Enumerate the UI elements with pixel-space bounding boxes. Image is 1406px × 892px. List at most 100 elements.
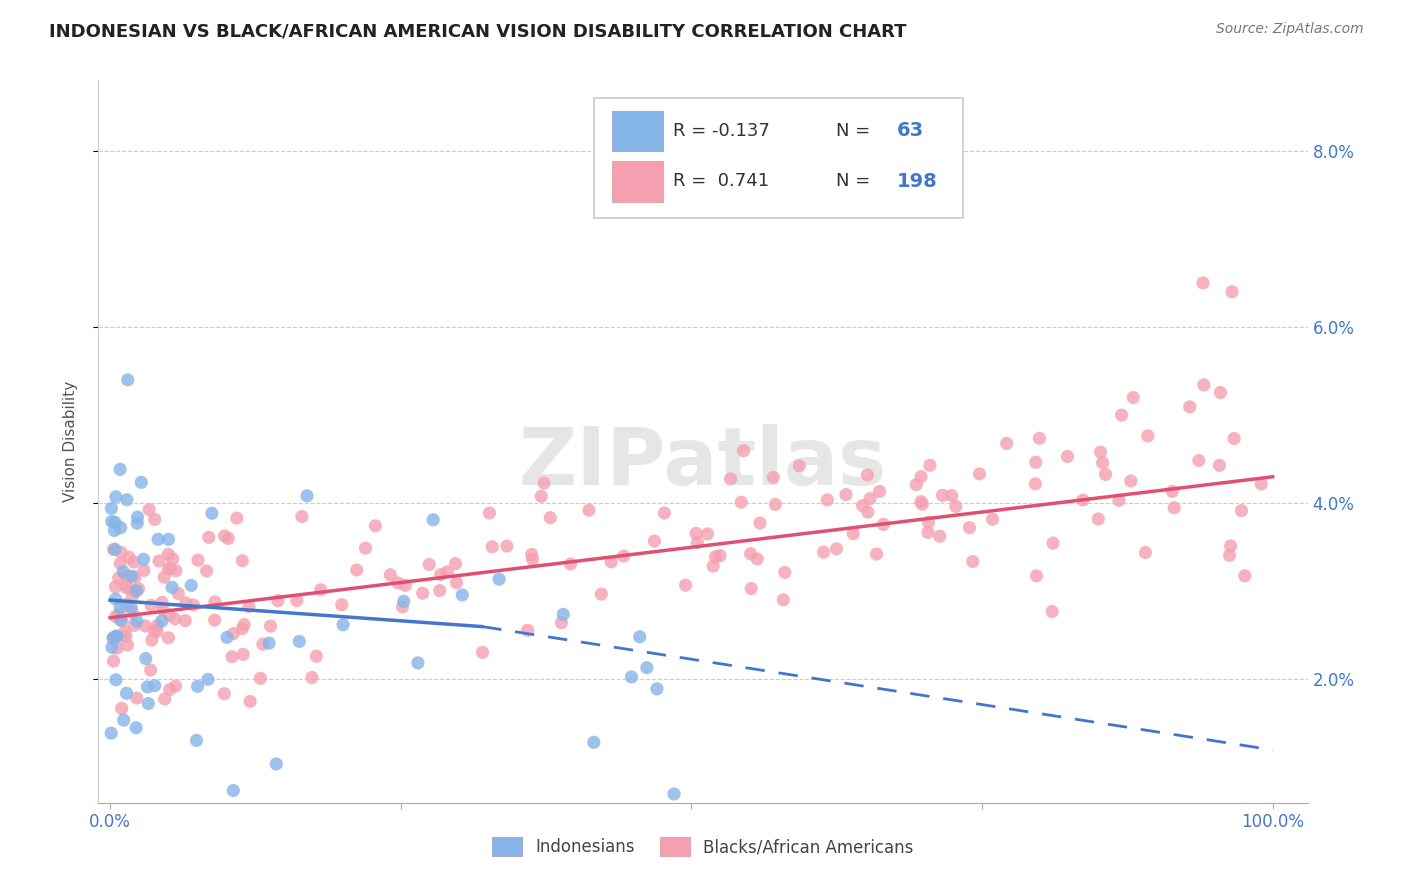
Point: [197, 673, 219, 687]
Point: [105, 630, 128, 644]
Point: [186, 733, 208, 747]
Point: [180, 578, 202, 592]
Point: [392, 594, 415, 608]
Point: [520, 548, 543, 562]
Point: [662, 787, 685, 801]
Point: [231, 554, 253, 568]
Point: [165, 679, 187, 693]
Point: [225, 511, 247, 525]
Point: [103, 542, 125, 557]
Point: [346, 563, 368, 577]
Text: ZIPatlas: ZIPatlas: [519, 425, 887, 502]
Point: [945, 500, 967, 514]
Point: [291, 509, 314, 524]
Point: [157, 547, 180, 561]
Point: [114, 580, 136, 594]
Point: [436, 565, 458, 579]
Point: [451, 588, 474, 602]
Point: [104, 542, 127, 557]
Point: [139, 599, 162, 613]
Point: [127, 582, 149, 596]
Point: [110, 521, 132, 535]
Point: [217, 532, 239, 546]
Point: [471, 645, 494, 659]
Point: [709, 549, 731, 563]
Point: [1136, 429, 1159, 443]
Point: [406, 656, 429, 670]
Point: [704, 549, 727, 564]
FancyBboxPatch shape: [613, 111, 664, 151]
Point: [522, 552, 544, 566]
Point: [267, 593, 290, 607]
Point: [134, 619, 156, 633]
Point: [645, 681, 668, 696]
Point: [101, 515, 124, 529]
Point: [146, 618, 169, 632]
Point: [931, 488, 953, 502]
Point: [1192, 377, 1215, 392]
Point: [101, 631, 124, 645]
Point: [446, 575, 468, 590]
Y-axis label: Vision Disability: Vision Disability: [63, 381, 77, 502]
Point: [582, 735, 605, 749]
Point: [478, 506, 501, 520]
Point: [157, 631, 180, 645]
Text: N =: N =: [837, 172, 876, 190]
Point: [198, 530, 221, 544]
Point: [103, 524, 125, 538]
Point: [1042, 536, 1064, 550]
Point: [138, 502, 160, 516]
Point: [141, 633, 163, 648]
Point: [911, 497, 934, 511]
Point: [136, 680, 159, 694]
Point: [865, 547, 887, 561]
Point: [553, 607, 575, 622]
Point: [772, 592, 794, 607]
Point: [146, 533, 169, 547]
Point: [1025, 455, 1047, 469]
Point: [110, 545, 132, 559]
Point: [928, 529, 950, 543]
Point: [135, 651, 157, 665]
Point: [165, 564, 187, 578]
Point: [1135, 545, 1157, 559]
Point: [496, 539, 519, 553]
Point: [600, 555, 623, 569]
Point: [120, 600, 142, 615]
Point: [132, 563, 155, 577]
Point: [516, 624, 538, 638]
Point: [364, 518, 387, 533]
Point: [153, 570, 176, 584]
Point: [1230, 503, 1253, 517]
Point: [153, 692, 176, 706]
Point: [1161, 484, 1184, 499]
Point: [104, 630, 127, 644]
Point: [143, 512, 166, 526]
Point: [1223, 432, 1246, 446]
Point: [330, 598, 353, 612]
Point: [115, 492, 138, 507]
Point: [1056, 450, 1078, 464]
Point: [121, 606, 143, 620]
Point: [813, 545, 835, 559]
Point: [142, 624, 165, 638]
Point: [212, 687, 235, 701]
Point: [162, 552, 184, 566]
Point: [394, 578, 416, 592]
Point: [111, 614, 134, 628]
Point: [740, 582, 762, 596]
Text: R =  0.741: R = 0.741: [672, 172, 769, 190]
Point: [127, 516, 149, 531]
Point: [309, 582, 332, 597]
Point: [720, 472, 742, 486]
Point: [150, 595, 173, 609]
Point: [851, 499, 873, 513]
Point: [204, 613, 226, 627]
Point: [412, 586, 434, 600]
Point: [239, 694, 262, 708]
Point: [115, 629, 138, 643]
Point: [101, 640, 124, 655]
Point: [1122, 391, 1144, 405]
Point: [215, 631, 238, 645]
Point: [730, 495, 752, 509]
